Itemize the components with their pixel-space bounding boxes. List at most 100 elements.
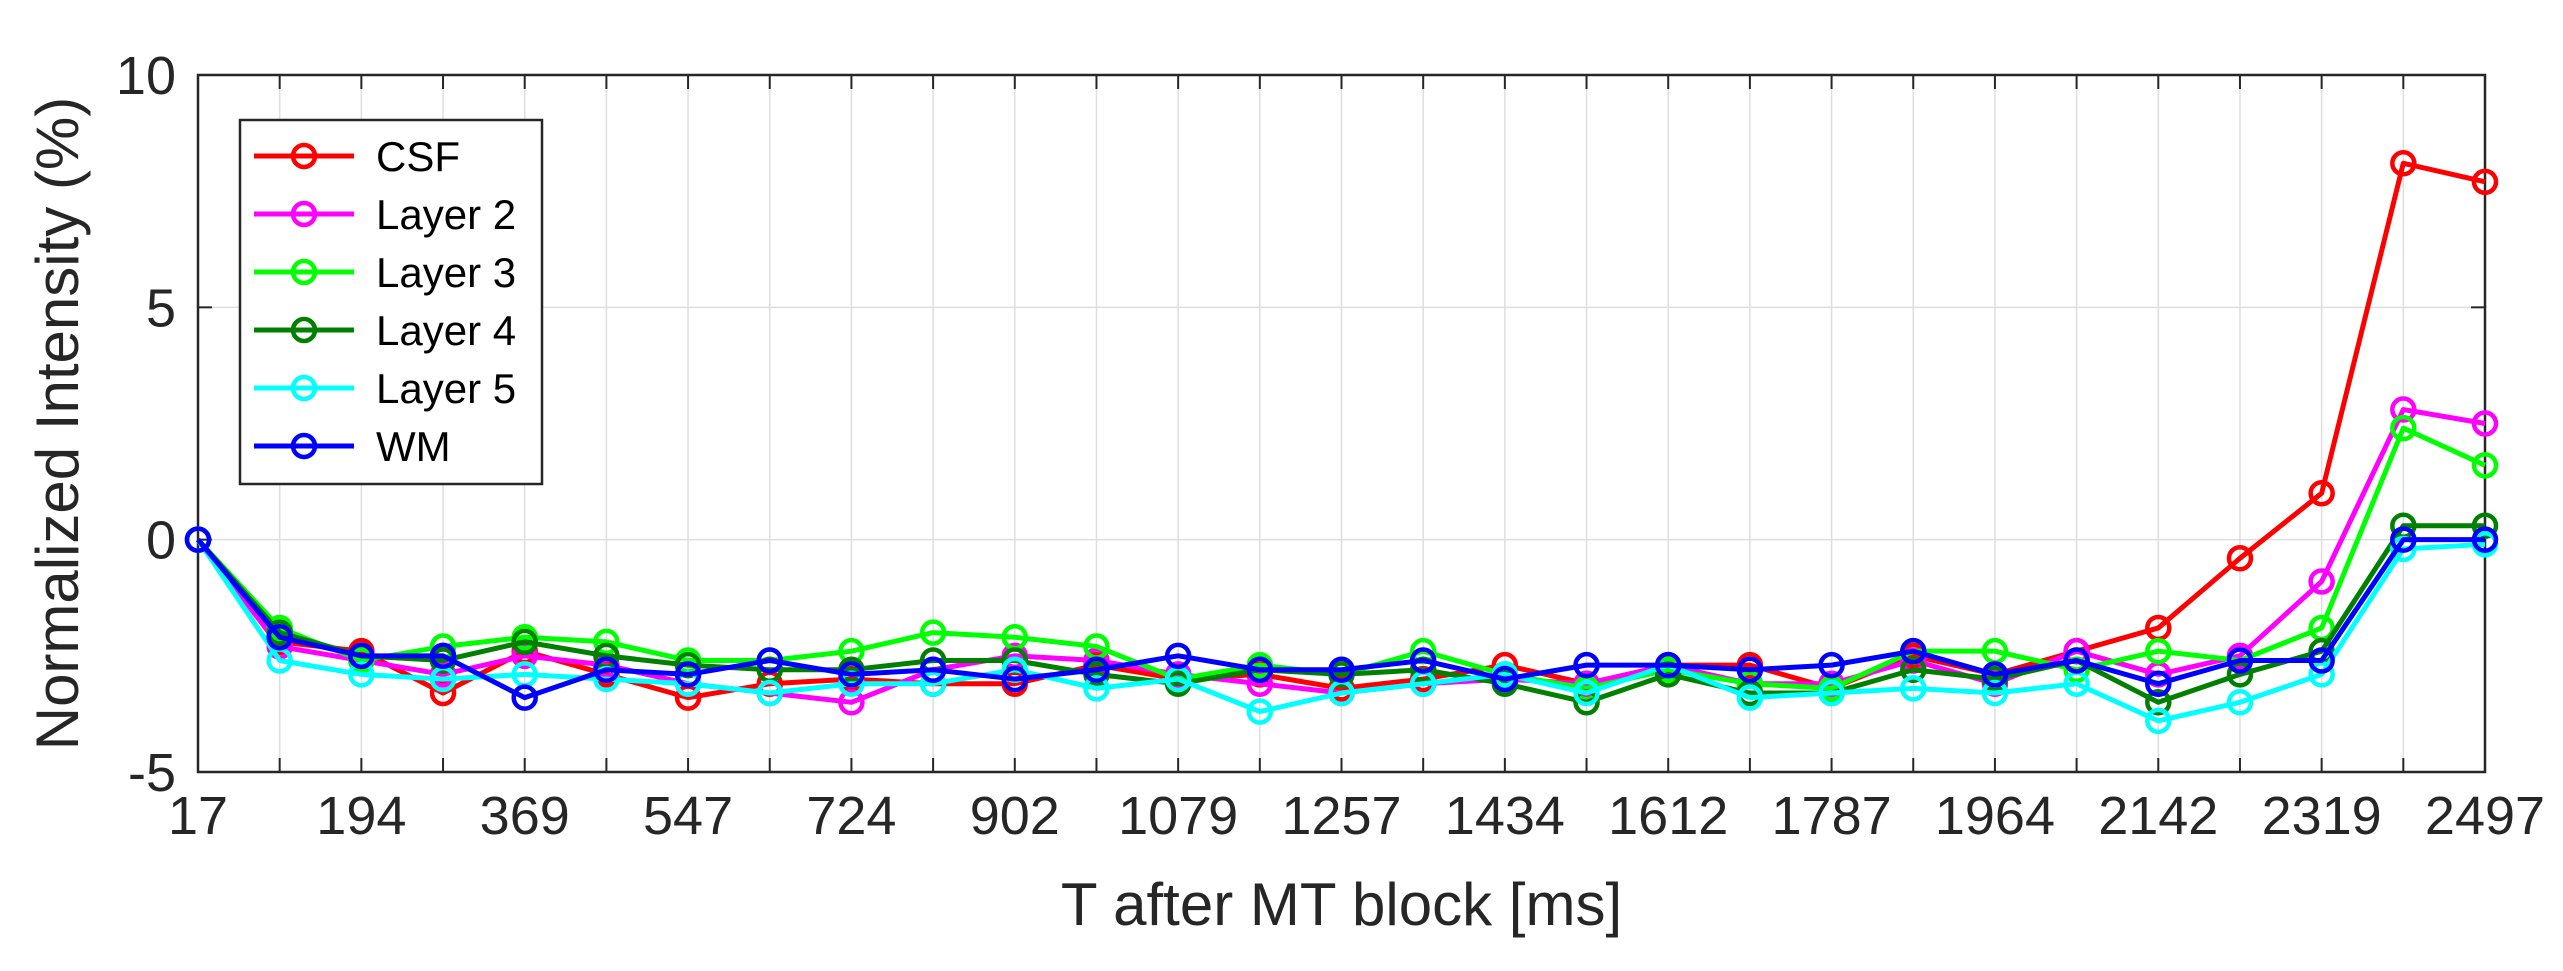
data-point bbox=[2308, 647, 2335, 674]
data-point bbox=[2390, 414, 2417, 442]
data-point bbox=[1981, 661, 2009, 688]
legend-label: Layer 4 bbox=[376, 307, 516, 354]
data-point bbox=[1246, 656, 1274, 684]
data-point bbox=[2226, 661, 2254, 688]
x-tick-label: 1079 bbox=[1118, 786, 1238, 846]
data-point bbox=[1573, 679, 1600, 707]
data-point bbox=[1164, 642, 1192, 670]
data-point bbox=[2390, 150, 2417, 177]
data-point bbox=[1328, 656, 1355, 684]
series-line bbox=[196, 160, 2486, 701]
data-point bbox=[1981, 679, 2009, 707]
data-point bbox=[1818, 679, 1845, 707]
data-point bbox=[919, 670, 947, 697]
data-point bbox=[1573, 651, 1600, 679]
data-point bbox=[2145, 637, 2172, 665]
data-point bbox=[1736, 684, 1764, 711]
legend-marker bbox=[290, 142, 318, 170]
x-tick-label: 1434 bbox=[1445, 786, 1565, 846]
legend-item: Layer 5 bbox=[254, 365, 516, 412]
data-point bbox=[1900, 675, 1927, 702]
x-tick-label: 902 bbox=[970, 786, 1060, 846]
legend-item: Layer 4 bbox=[254, 307, 516, 354]
data-point bbox=[1491, 665, 1519, 693]
data-point bbox=[2226, 689, 2254, 716]
data-point bbox=[674, 661, 702, 688]
legend-marker bbox=[290, 258, 318, 286]
data-point bbox=[2145, 670, 2172, 697]
y-tick-label: 0 bbox=[146, 511, 176, 571]
data-point bbox=[1900, 656, 1927, 684]
data-point bbox=[2226, 647, 2254, 674]
legend-marker bbox=[290, 374, 318, 402]
data-point bbox=[184, 526, 212, 553]
x-axis-title: T after MT block [ms] bbox=[1061, 871, 1622, 938]
legend-item: Layer 3 bbox=[254, 249, 516, 296]
legend-item: Layer 2 bbox=[254, 191, 516, 238]
data-point bbox=[756, 679, 783, 707]
legend-marker bbox=[290, 200, 318, 228]
series-wm bbox=[184, 526, 2499, 711]
x-tick-label: 2497 bbox=[2425, 786, 2545, 846]
data-point bbox=[2471, 168, 2499, 196]
legend-label: Layer 5 bbox=[376, 365, 516, 412]
legend-label: CSF bbox=[376, 133, 460, 180]
data-point bbox=[1900, 637, 1927, 665]
legend: CSF Layer 2 Layer 3 Layer 4 Layer 5 WM bbox=[238, 118, 544, 486]
data-point bbox=[348, 661, 375, 688]
data-point bbox=[1246, 670, 1274, 697]
legend-marker bbox=[290, 432, 318, 460]
x-tick-label: 1257 bbox=[1281, 786, 1401, 846]
data-point bbox=[1409, 647, 1437, 674]
legend-item: CSF bbox=[254, 133, 460, 180]
data-point bbox=[511, 642, 538, 670]
x-tick-label: 1787 bbox=[1772, 786, 1892, 846]
series-line bbox=[196, 537, 2485, 701]
data-point bbox=[2063, 647, 2090, 674]
data-point bbox=[1083, 656, 1110, 684]
data-point bbox=[2471, 452, 2499, 479]
series-group bbox=[184, 150, 2499, 735]
x-tick-label: 2319 bbox=[2262, 786, 2382, 846]
x-tick-label: 547 bbox=[643, 786, 733, 846]
legend-label: WM bbox=[376, 423, 451, 470]
y-tick-label: 10 bbox=[116, 46, 176, 106]
legend-label: Layer 2 bbox=[376, 191, 516, 238]
axis-ticks bbox=[197, 74, 2486, 773]
y-tick-labels: -5 0 5 10 bbox=[116, 46, 176, 803]
data-point bbox=[2471, 410, 2499, 437]
legend-box bbox=[238, 118, 544, 486]
legend-label: Layer 3 bbox=[376, 249, 516, 296]
x-tick-label: 724 bbox=[806, 786, 896, 846]
data-point bbox=[348, 642, 375, 670]
data-point bbox=[838, 689, 865, 716]
x-tick-label: 369 bbox=[480, 786, 570, 846]
data-point bbox=[2226, 545, 2254, 572]
x-tick-label: 1964 bbox=[1935, 786, 2055, 846]
legend-marker bbox=[290, 316, 318, 344]
data-point bbox=[1736, 656, 1764, 684]
data-point bbox=[429, 642, 457, 670]
data-point bbox=[919, 656, 947, 684]
data-point bbox=[1001, 665, 1029, 693]
data-point bbox=[2471, 512, 2499, 539]
data-point bbox=[2308, 568, 2335, 595]
data-point bbox=[2145, 707, 2172, 735]
data-point bbox=[2308, 661, 2335, 688]
x-tick-label: 1612 bbox=[1608, 786, 1728, 846]
data-point bbox=[2390, 396, 2417, 423]
data-point bbox=[266, 623, 293, 651]
data-point bbox=[1246, 698, 1274, 725]
data-point bbox=[2471, 526, 2499, 553]
data-point bbox=[2308, 479, 2335, 507]
data-point bbox=[429, 679, 457, 707]
data-point bbox=[756, 647, 783, 674]
series-line bbox=[196, 523, 2485, 705]
data-point bbox=[1083, 675, 1110, 702]
y-tick-label: -5 bbox=[128, 743, 176, 803]
data-point bbox=[1818, 651, 1845, 679]
data-point bbox=[593, 628, 620, 656]
data-point bbox=[511, 628, 538, 656]
x-tick-label: 194 bbox=[316, 786, 406, 846]
